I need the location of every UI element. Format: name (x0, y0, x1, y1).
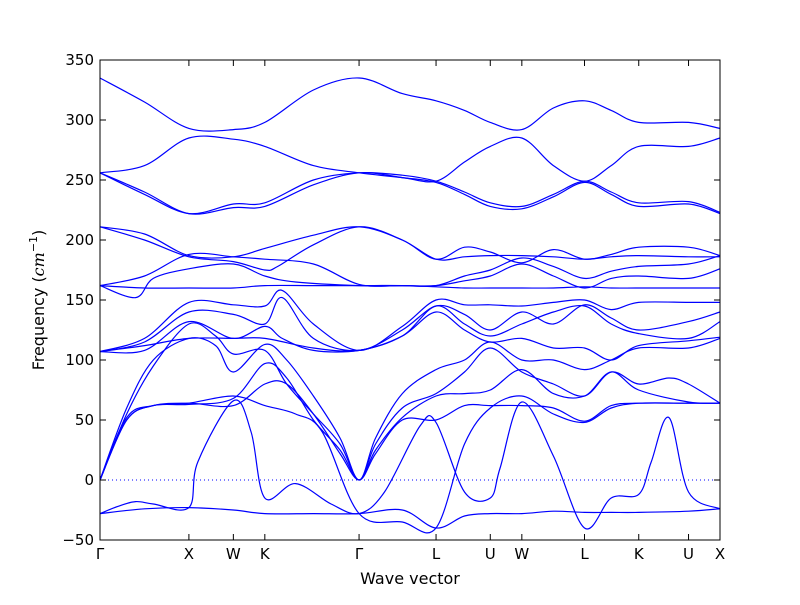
band-line-4 (99, 171, 721, 215)
band-line-19 (99, 399, 721, 530)
y-tick-label: 350 (65, 51, 94, 69)
y-axis-label-unit: cm (29, 252, 48, 276)
x-tick-label: W (226, 545, 241, 563)
band-line-10 (99, 289, 720, 353)
y-axis-label: Frequency (cm−1) (27, 230, 48, 371)
y-axis-label-unit-exponent: −1 (27, 236, 40, 252)
band-line-1 (99, 77, 721, 132)
band-line-9 (99, 284, 720, 289)
y-tick-label: 250 (65, 171, 94, 189)
y-tick-label: 300 (65, 111, 94, 129)
x-tick-label: X (184, 545, 194, 563)
y-tick-label: 150 (65, 291, 94, 309)
x-tick-label: W (514, 545, 529, 563)
band-line-8 (99, 263, 721, 299)
band-line-3 (99, 172, 721, 215)
band-line-7 (99, 252, 721, 287)
band-line-16 (99, 362, 721, 481)
band-line-20 (99, 506, 721, 529)
y-axis-label-prefix: Frequency ( (29, 276, 48, 370)
band-line-6 (99, 226, 721, 271)
x-tick-label: U (683, 545, 694, 563)
x-tick-label: K (634, 545, 645, 563)
x-tick-label: X (715, 545, 725, 563)
y-tick-label: −50 (62, 531, 94, 549)
x-tick-label: Γ (96, 545, 105, 563)
x-tick-label: L (432, 545, 441, 563)
y-tick-label: 0 (84, 471, 94, 489)
x-tick-label: K (260, 545, 271, 563)
y-axis-ticks: −50 0 50 100 150 200 250 300 350 (62, 51, 720, 549)
y-tick-label: 100 (65, 351, 94, 369)
band-line-17 (99, 380, 720, 481)
y-tick-label: 50 (75, 411, 94, 429)
band-line-2 (99, 135, 721, 183)
x-tick-label: L (580, 545, 589, 563)
series-layer (99, 77, 721, 534)
y-tick-label: 200 (65, 231, 94, 249)
x-tick-label: U (485, 545, 496, 563)
x-tick-label: Γ (355, 545, 364, 563)
band-line-14 (99, 337, 721, 481)
y-axis-label-suffix: ) (29, 230, 48, 236)
band-line-18 (99, 395, 720, 534)
x-axis-label: Wave vector (360, 569, 460, 588)
